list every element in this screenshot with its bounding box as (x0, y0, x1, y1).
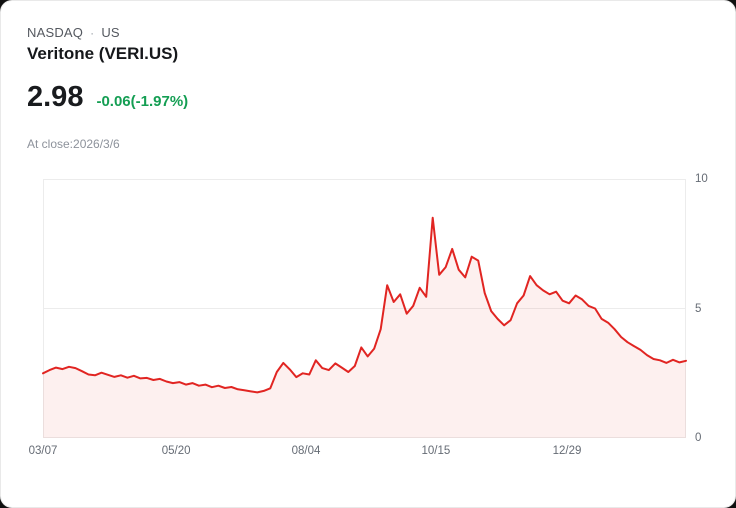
x-axis-label-08-04: 08/04 (291, 445, 321, 457)
x-axis-label-03-07: 03/07 (28, 445, 58, 457)
price-area-fill (43, 217, 686, 438)
price-line (42, 216, 687, 394)
x-axis-label-12-29: 12/29 (552, 445, 582, 457)
x-axis-label-05-20: 05/20 (161, 445, 191, 457)
y-axis-label-5: 5 (695, 302, 702, 315)
exchange-label: NASDAQ (27, 25, 84, 40)
price-row: 2.98 -0.06(-1.97%) (27, 83, 188, 112)
y-axis-label-10: 10 (695, 173, 708, 185)
close-info: At close:2026/3/6 (27, 137, 120, 151)
price-chart[interactable]: 03/07 05/20 08/04 10/15 12/29 10 5 0 (29, 173, 708, 457)
price-chart-canvas[interactable] (42, 179, 687, 438)
exchange-row: NASDAQ · US (27, 25, 120, 40)
region-label: US (101, 25, 120, 40)
price-change: -0.06(-1.97%) (96, 93, 189, 110)
x-axis: 03/07 05/20 08/04 10/15 12/29 (29, 445, 686, 465)
y-axis-label-0: 0 (695, 432, 702, 444)
current-price: 2.98 (27, 81, 84, 113)
separator-dot: · (90, 25, 95, 40)
x-axis-label-10-15: 10/15 (421, 445, 451, 457)
stock-title: Veritone (VERI.US) (27, 44, 179, 63)
y-axis: 10 5 0 (695, 173, 723, 444)
